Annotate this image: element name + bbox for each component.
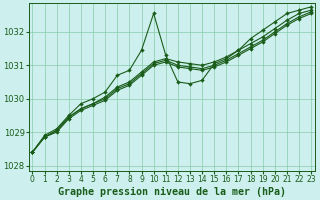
X-axis label: Graphe pression niveau de la mer (hPa): Graphe pression niveau de la mer (hPa) — [58, 186, 286, 197]
